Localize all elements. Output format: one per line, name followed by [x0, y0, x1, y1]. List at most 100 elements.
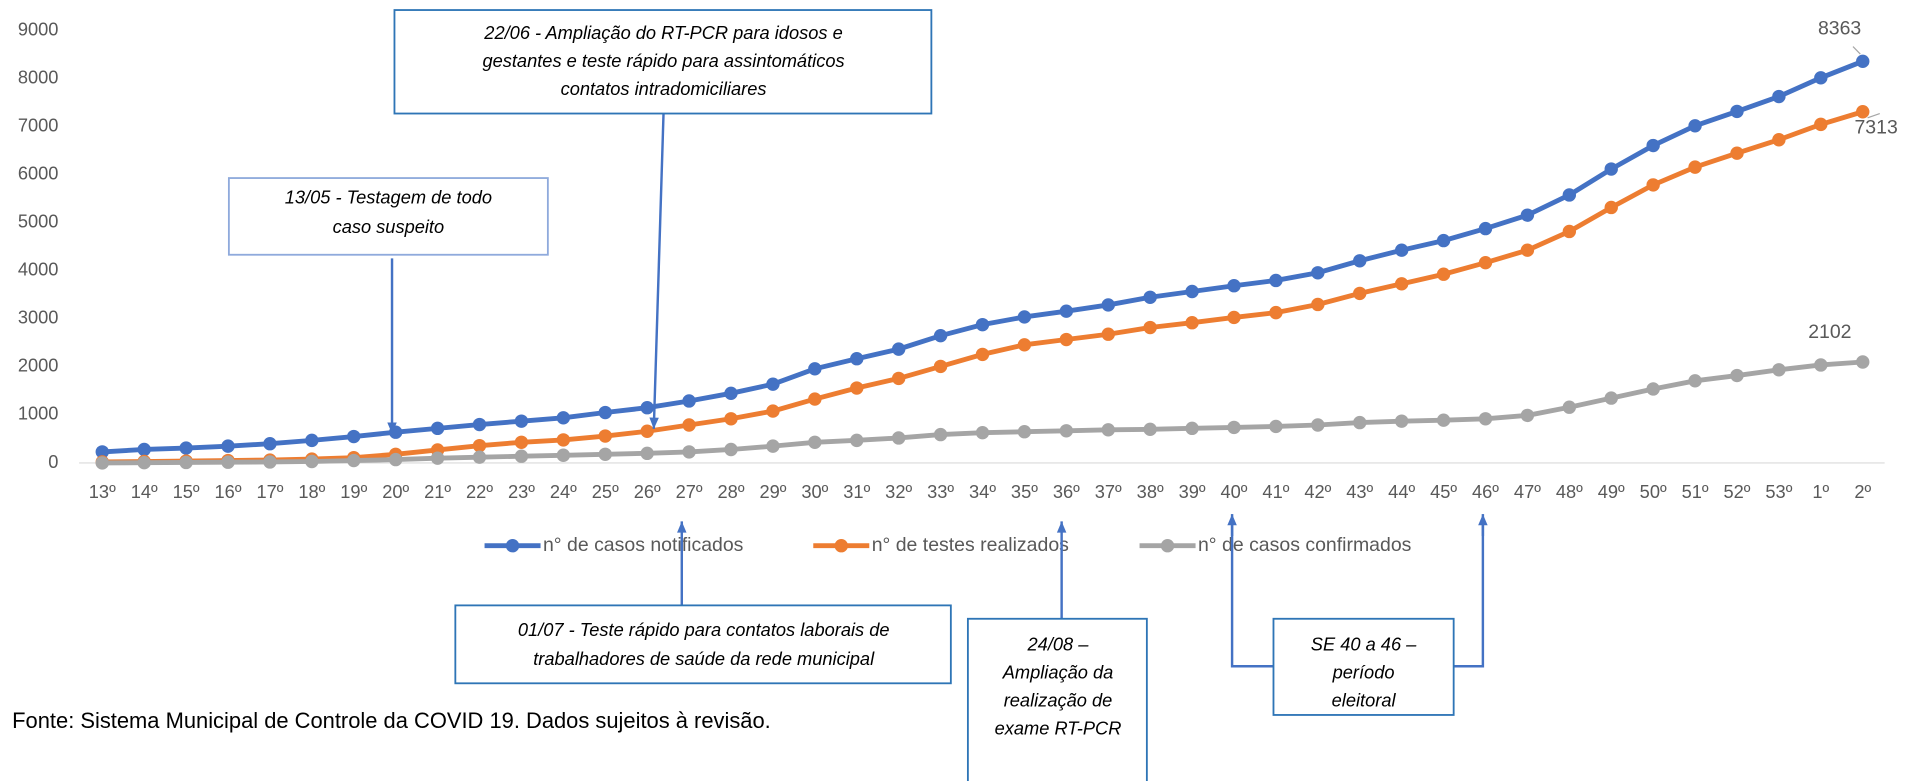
- annotation-text: 13/05 - Testagem de todo: [285, 187, 492, 208]
- data-point: [1688, 119, 1702, 133]
- data-point: [1143, 320, 1157, 335]
- y-tick-label: 7000: [18, 115, 59, 136]
- x-tick-label: 22º: [466, 481, 493, 502]
- data-point: [640, 424, 654, 438]
- x-tick-label: 46º: [1472, 481, 1499, 502]
- legend-label: n° de casos notificados: [543, 534, 744, 556]
- data-point: [1646, 382, 1660, 396]
- data-point: [598, 429, 612, 443]
- data-point: [1562, 224, 1577, 239]
- data-point: [766, 439, 780, 453]
- data-point: [850, 433, 864, 448]
- data-point: [891, 342, 906, 356]
- x-tick-label: 25º: [592, 481, 619, 502]
- data-point: [808, 392, 822, 406]
- leader-line: [1852, 46, 1861, 55]
- data-point: [1311, 266, 1325, 280]
- data-point: [891, 371, 906, 386]
- data-point: [682, 418, 696, 432]
- annotation-text: caso suspeito: [333, 216, 445, 237]
- arrow-head: [1227, 514, 1237, 526]
- data-point: [1353, 254, 1367, 268]
- data-point: [388, 452, 403, 467]
- data-point: [682, 394, 696, 408]
- data-point: [598, 405, 612, 420]
- data-point: [1101, 423, 1115, 437]
- data-point: [95, 456, 109, 470]
- series-line: [102, 59, 1864, 455]
- y-tick-label: 0: [48, 451, 58, 472]
- x-tick-label: 34º: [969, 481, 996, 502]
- annotation-text: realização de: [1004, 689, 1113, 710]
- data-point: [640, 401, 654, 415]
- x-tick-label: 39º: [1179, 481, 1206, 502]
- leader-line: [1867, 112, 1880, 119]
- data-point: [347, 453, 361, 468]
- data-label: 2102: [1808, 321, 1851, 343]
- data-point: [1227, 310, 1241, 325]
- data-point: [933, 328, 948, 343]
- annotation-box: [227, 177, 549, 256]
- data-point: [1017, 310, 1032, 324]
- annotation-text: 01/07 - Teste rápido para contatos labor…: [518, 619, 890, 640]
- legend-label: n° de casos confirmados: [1198, 534, 1412, 556]
- data-point: [724, 386, 738, 401]
- data-point: [556, 411, 571, 425]
- x-tick-label: 27º: [676, 481, 703, 502]
- x-tick-label: 16º: [215, 481, 242, 502]
- x-tick-label: 28º: [718, 481, 745, 502]
- x-tick-label: 41º: [1262, 481, 1289, 502]
- x-tick-label: 35º: [1011, 481, 1038, 502]
- annotation-box: [393, 9, 933, 115]
- data-point: [1185, 316, 1199, 330]
- data-point: [1562, 188, 1577, 202]
- data-point: [1353, 286, 1367, 301]
- data-point: [598, 447, 612, 461]
- data-point: [1311, 297, 1325, 312]
- y-tick-label: 4000: [18, 259, 59, 280]
- y-tick-label: 1000: [18, 403, 59, 424]
- data-point: [263, 455, 277, 469]
- legend-marker: [1160, 539, 1175, 553]
- x-tick-label: 1º: [1812, 481, 1829, 502]
- data-point: [975, 347, 990, 362]
- data-point: [1436, 233, 1451, 248]
- x-tick-label: 31º: [843, 481, 870, 502]
- data-point: [430, 451, 445, 465]
- x-tick-label: 38º: [1137, 481, 1164, 502]
- data-point: [1353, 415, 1367, 430]
- data-point: [1772, 133, 1786, 147]
- data-point: [137, 456, 151, 470]
- data-point: [1059, 332, 1074, 347]
- legend-label: n° de testes realizados: [872, 534, 1069, 556]
- data-point: [933, 427, 948, 442]
- x-tick-label: 51º: [1682, 481, 1709, 502]
- data-point: [1394, 243, 1409, 257]
- annotation-text: Ampliação da: [1002, 661, 1114, 682]
- arrow-head: [1056, 521, 1067, 533]
- y-tick-label: 3000: [18, 307, 59, 328]
- data-point: [1772, 363, 1786, 377]
- x-tick-label: 15º: [173, 481, 200, 502]
- annotation-text: contatos intradomiciliares: [561, 78, 767, 99]
- data-point: [1730, 104, 1744, 119]
- data-point: [1185, 421, 1199, 436]
- x-tick-label: 49º: [1598, 481, 1625, 502]
- data-point: [1688, 160, 1702, 174]
- x-tick-label: 2º: [1854, 481, 1871, 502]
- data-point: [850, 352, 864, 366]
- annotation-text: trabalhadores de saúde da rede municipal: [533, 648, 875, 669]
- data-point: [1394, 277, 1409, 291]
- data-point: [1856, 54, 1870, 69]
- data-point: [1772, 89, 1786, 104]
- data-point: [1688, 374, 1702, 388]
- annotation-text: exame RT-PCR: [995, 717, 1122, 738]
- x-tick-label: 47º: [1514, 481, 1541, 502]
- x-tick-label: 53º: [1765, 481, 1792, 502]
- data-point: [179, 455, 193, 470]
- data-point: [1814, 117, 1828, 132]
- data-point: [221, 439, 235, 453]
- data-point: [1059, 304, 1074, 318]
- x-tick-label: 32º: [885, 481, 912, 502]
